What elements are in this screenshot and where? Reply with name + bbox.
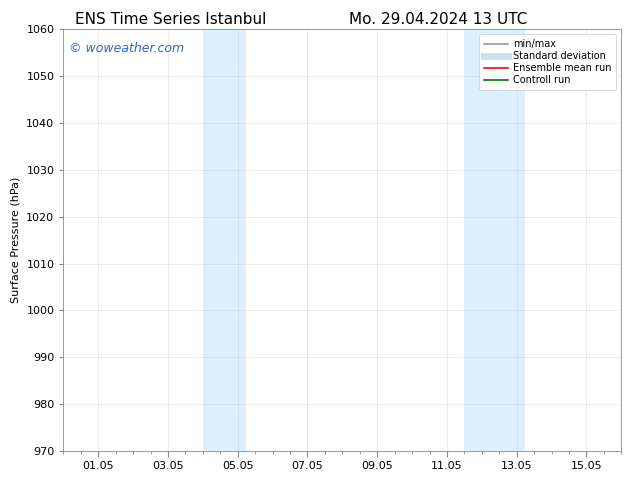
- Y-axis label: Surface Pressure (hPa): Surface Pressure (hPa): [11, 177, 21, 303]
- Bar: [203, 29, 247, 451]
- Text: © woweather.com: © woweather.com: [69, 42, 184, 55]
- Text: ENS Time Series Istanbul: ENS Time Series Istanbul: [75, 12, 266, 27]
- Bar: [464, 29, 526, 451]
- Legend: min/max, Standard deviation, Ensemble mean run, Controll run: min/max, Standard deviation, Ensemble me…: [479, 34, 616, 90]
- Text: Mo. 29.04.2024 13 UTC: Mo. 29.04.2024 13 UTC: [349, 12, 527, 27]
